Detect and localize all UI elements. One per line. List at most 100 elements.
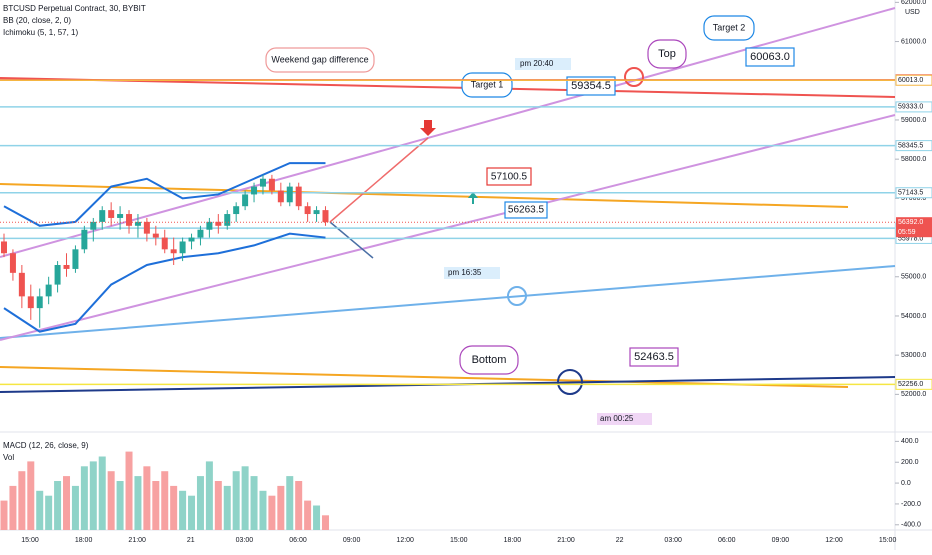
candle-body <box>268 178 275 191</box>
candle-body <box>134 221 141 226</box>
volume-bar <box>313 505 321 530</box>
volume-bar <box>321 515 329 530</box>
trendline <box>0 265 896 339</box>
indicator-label: MACD (12, 26, close, 9) <box>3 441 89 450</box>
price-note: 60063.0 <box>745 47 795 67</box>
candle-body <box>206 221 213 230</box>
candle-body <box>170 249 177 254</box>
candle-body <box>215 221 222 226</box>
candle-body <box>27 296 34 309</box>
trendline <box>0 77 896 98</box>
volume-bar <box>116 481 124 530</box>
x-tick-label: 18:00 <box>75 537 93 544</box>
indicator-label: BB (20, close, 2, 0) <box>3 16 71 25</box>
candle-body <box>233 206 240 215</box>
price-level-tag <box>895 378 932 390</box>
x-tick-label: 09:00 <box>343 537 361 544</box>
indicator-label: Ichimoku (5, 1, 57, 1) <box>3 28 78 37</box>
x-tick-label: 03:00 <box>236 537 254 544</box>
candle-body <box>286 186 293 203</box>
time-note-text: am 00:25 <box>600 414 634 423</box>
volume-bar <box>241 466 249 530</box>
volume-bar <box>18 471 26 530</box>
countdown: 05:59 <box>898 229 916 236</box>
x-tick-label: 21 <box>187 537 195 544</box>
candle-body <box>152 233 159 238</box>
last-price-label: 56392.0 <box>898 219 923 226</box>
candle-body <box>295 186 302 207</box>
candle-body <box>313 210 320 215</box>
emoji <box>624 67 644 87</box>
volume-bar <box>152 481 160 530</box>
price-level-label: 52256.0 <box>898 381 923 388</box>
volume-bar <box>98 456 106 530</box>
x-tick-label: 21:00 <box>557 537 575 544</box>
candle-body <box>242 194 249 207</box>
volume-bar <box>107 471 115 530</box>
x-tick-label: 03:00 <box>664 537 682 544</box>
candle-body <box>188 237 195 242</box>
price-note-text: 57100.5 <box>491 172 528 183</box>
x-tick-label: 15:00 <box>21 537 39 544</box>
callout: Target 1 <box>461 72 513 98</box>
price-level-tag <box>895 140 932 152</box>
callout-text: Weekend gap difference <box>271 54 368 64</box>
volume-bar <box>27 461 35 530</box>
x-tick-label: 12:00 <box>825 537 843 544</box>
x-tick-label: 18:00 <box>504 537 522 544</box>
callout-text: Target 1 <box>471 79 504 89</box>
x-tick-label: 15:00 <box>879 537 897 544</box>
x-tick-label: 06:00 <box>289 537 307 544</box>
emoji <box>557 369 583 395</box>
price-note: 59354.5 <box>566 76 616 96</box>
volume-bar <box>295 481 303 530</box>
volume-bar <box>125 451 133 530</box>
volume-bar <box>161 471 169 530</box>
price-note-text: 59354.5 <box>571 80 611 92</box>
candle-body <box>143 221 150 234</box>
volume-bar <box>196 476 204 530</box>
price-note-text: 52463.5 <box>634 351 674 363</box>
price-note-text: 60063.0 <box>750 51 790 63</box>
volume-bar <box>71 485 79 530</box>
time-note-text: pm 20:40 <box>520 59 554 68</box>
candle-body <box>304 206 311 215</box>
price-level-label: 60013.0 <box>898 77 923 84</box>
y-tick-label: 59000.0 <box>901 117 926 124</box>
volume-bar <box>45 495 53 530</box>
y-tick-label: 55000.0 <box>901 274 926 281</box>
time-note: am 00:25 <box>597 413 652 425</box>
volume-bar <box>179 490 187 530</box>
candle-body <box>224 214 231 226</box>
volume-bar <box>0 500 8 530</box>
candle-body <box>63 265 70 269</box>
time-note: pm 16:35 <box>444 267 500 279</box>
currency-label: USD <box>905 9 920 16</box>
indicator-label: Vol <box>3 453 14 462</box>
candle-body <box>99 210 106 222</box>
price-note-text: 56263.5 <box>508 205 545 216</box>
candle-body <box>117 214 124 218</box>
time-note: pm 20:40 <box>515 58 571 70</box>
candle-body <box>251 186 258 195</box>
x-tick-label: 22 <box>616 537 624 544</box>
volume-bar <box>36 490 44 530</box>
y-tick-label: 400.0 <box>901 438 919 445</box>
candle-body <box>108 210 115 218</box>
y-tick-label: 200.0 <box>901 459 919 466</box>
candle-body <box>1 241 7 254</box>
price-level-tag <box>895 101 932 113</box>
callout-text: Bottom <box>472 354 507 366</box>
y-tick-label: 54000.0 <box>901 313 926 320</box>
x-tick-label: 06:00 <box>718 537 736 544</box>
volume-bar <box>268 495 276 530</box>
volume-bar <box>89 461 97 530</box>
volume-bar <box>80 466 88 530</box>
candle-body <box>322 210 329 223</box>
candle-body <box>81 229 88 250</box>
x-tick-label: 12:00 <box>396 537 414 544</box>
y-tick-label: -200.0 <box>901 501 921 508</box>
price-level-tag <box>895 187 932 199</box>
candle-body <box>277 190 284 203</box>
